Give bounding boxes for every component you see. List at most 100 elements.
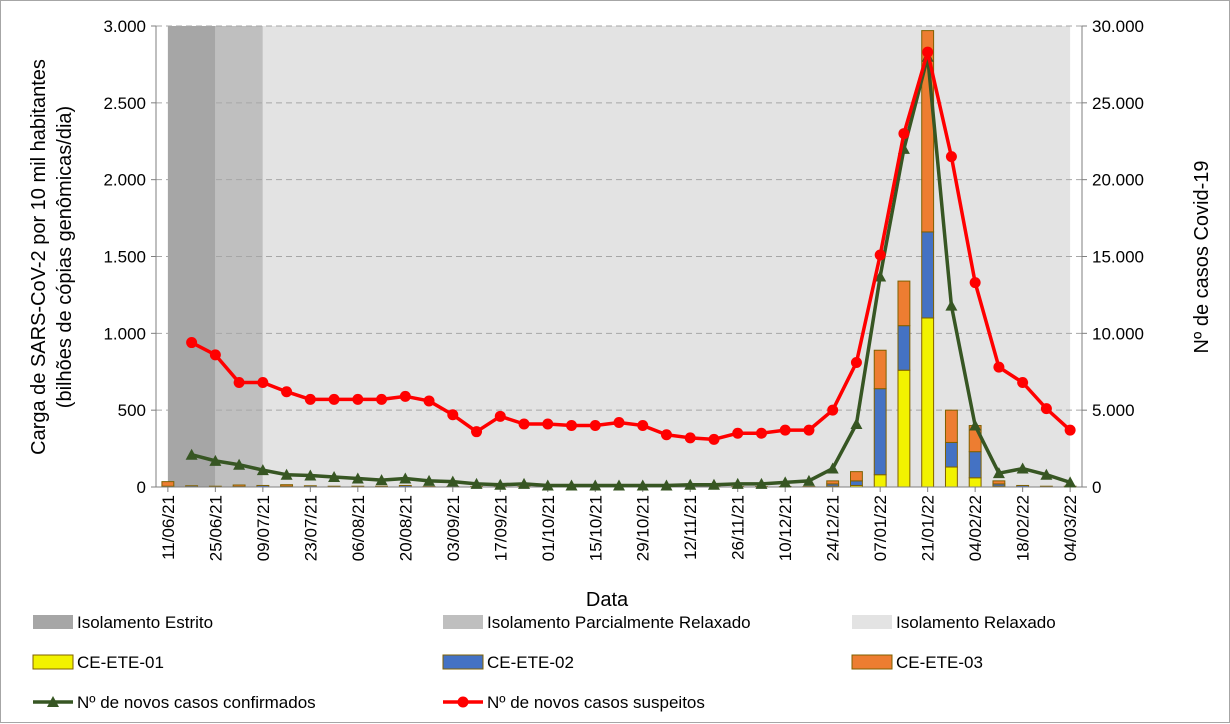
y-tick-left-4: 2.000 — [103, 171, 146, 190]
point-1-31 — [898, 128, 909, 139]
point-1-24 — [732, 428, 743, 439]
x-tick-8: 01/10/21 — [539, 495, 558, 561]
legend-swatch-0 — [33, 615, 73, 629]
legend-label-6: Nº de novos casos confirmados — [77, 693, 316, 712]
point-1-5 — [281, 386, 292, 397]
point-1-19 — [614, 417, 625, 428]
y-tick-right-5: 25.000 — [1092, 94, 1144, 113]
x-tick-14: 24/12/21 — [824, 495, 843, 561]
x-tick-5: 20/08/21 — [396, 495, 415, 561]
point-1-15 — [519, 418, 530, 429]
point-1-16 — [542, 418, 553, 429]
legend-swatch-3 — [33, 655, 73, 669]
point-1-29 — [851, 357, 862, 368]
point-1-22 — [685, 432, 696, 443]
bar-CE-ETE-01-33 — [945, 467, 957, 487]
y-tick-left-0: 0 — [137, 478, 146, 497]
x-tick-3: 23/07/21 — [301, 495, 320, 561]
x-tick-11: 12/11/21 — [681, 495, 700, 560]
legend-label-4: CE-ETE-02 — [487, 653, 574, 672]
y-tick-right-4: 20.000 — [1092, 171, 1144, 190]
point-1-10 — [400, 391, 411, 402]
point-1-9 — [376, 394, 387, 405]
y-tick-right-3: 15.000 — [1092, 248, 1144, 267]
x-tick-10: 29/10/21 — [634, 495, 653, 561]
point-1-6 — [305, 394, 316, 405]
point-1-25 — [756, 428, 767, 439]
bar-CE-ETE-01-30 — [874, 475, 886, 487]
bar-CE-ETE-02-30 — [874, 389, 886, 475]
bar-CE-ETE-01-34 — [969, 478, 981, 487]
bar-CE-ETE-03-0 — [162, 482, 174, 487]
y-tick-right-0: 0 — [1092, 478, 1101, 497]
legend-swatch-5 — [852, 655, 892, 669]
y-axis-title-right: Nº de casos Covid-19 — [1191, 161, 1213, 354]
bar-CE-ETE-03-5 — [281, 485, 293, 487]
legend-label-2: Isolamento Relaxado — [896, 613, 1056, 632]
point-1-11 — [424, 395, 435, 406]
bar-CE-ETE-02-32 — [922, 232, 934, 318]
point-1-36 — [1017, 377, 1028, 388]
bar-CE-ETE-03-3 — [233, 485, 245, 487]
y-axis-title-left-line1: Carga de SARS-CoV-2 por 10 mil habitante… — [28, 59, 50, 455]
x-tick-15: 07/01/22 — [871, 495, 890, 561]
y-tick-right-1: 5.000 — [1092, 401, 1135, 420]
point-1-3 — [234, 377, 245, 388]
bar-CE-ETE-03-28 — [827, 481, 839, 484]
bar-CE-ETE-01-32 — [922, 318, 934, 487]
point-1-33 — [946, 151, 957, 162]
legend-swatch-4 — [443, 655, 483, 669]
point-1-23 — [708, 434, 719, 445]
x-axis-title: Data — [586, 589, 629, 611]
point-1-17 — [566, 420, 577, 431]
x-tick-9: 15/10/21 — [586, 495, 605, 561]
point-1-32 — [922, 47, 933, 58]
point-1-35 — [993, 362, 1004, 373]
bar-CE-ETE-01-31 — [898, 370, 910, 487]
point-1-26 — [780, 425, 791, 436]
point-1-12 — [447, 409, 458, 420]
point-1-21 — [661, 429, 672, 440]
point-1-2 — [210, 349, 221, 360]
x-tick-19: 04/03/22 — [1061, 495, 1080, 561]
legend-label-3: CE-ETE-01 — [77, 653, 164, 672]
bar-CE-ETE-02-33 — [945, 442, 957, 467]
y-tick-left-2: 1.000 — [103, 324, 146, 343]
x-tick-18: 18/02/22 — [1014, 495, 1033, 561]
x-tick-0: 11/06/21 — [159, 495, 178, 560]
bar-CE-ETE-03-30 — [874, 350, 886, 388]
bar-CE-ETE-03-29 — [851, 472, 863, 481]
x-tick-6: 03/09/21 — [444, 495, 463, 561]
legend-label-5: CE-ETE-03 — [896, 653, 983, 672]
bar-CE-ETE-03-31 — [898, 281, 910, 326]
bar-CE-ETE-03-33 — [945, 410, 957, 442]
point-1-28 — [827, 405, 838, 416]
y-tick-left-1: 500 — [118, 401, 146, 420]
bar-CE-ETE-02-34 — [969, 452, 981, 478]
x-tick-12: 26/11/21 — [729, 495, 748, 560]
point-1-34 — [970, 277, 981, 288]
legend: Isolamento Estrito Isolamento Parcialment… — [33, 613, 1056, 712]
y-tick-right-6: 30.000 — [1092, 17, 1144, 36]
bar-CE-ETE-02-31 — [898, 326, 910, 371]
point-1-4 — [257, 377, 268, 388]
point-1-27 — [803, 425, 814, 436]
x-tick-16: 21/01/22 — [919, 495, 938, 561]
legend-marker-7 — [458, 697, 469, 708]
y-tick-right-2: 10.000 — [1092, 324, 1144, 343]
bar-CE-ETE-02-29 — [851, 481, 863, 486]
legend-label-7: Nº de novos casos suspeitos — [487, 693, 705, 712]
x-tick-1: 25/06/21 — [206, 495, 225, 561]
bar-CE-ETE-03-35 — [993, 481, 1005, 484]
x-tick-2: 09/07/21 — [254, 495, 273, 561]
legend-label-1: Isolamento Parcialmente Relaxado — [487, 613, 751, 632]
legend-label-0: Isolamento Estrito — [77, 613, 213, 632]
y-tick-left-3: 1.500 — [103, 248, 146, 267]
point-1-7 — [329, 394, 340, 405]
y-tick-left-6: 3.000 — [103, 17, 146, 36]
point-1-20 — [637, 420, 648, 431]
point-1-30 — [875, 249, 886, 260]
point-1-14 — [495, 411, 506, 422]
